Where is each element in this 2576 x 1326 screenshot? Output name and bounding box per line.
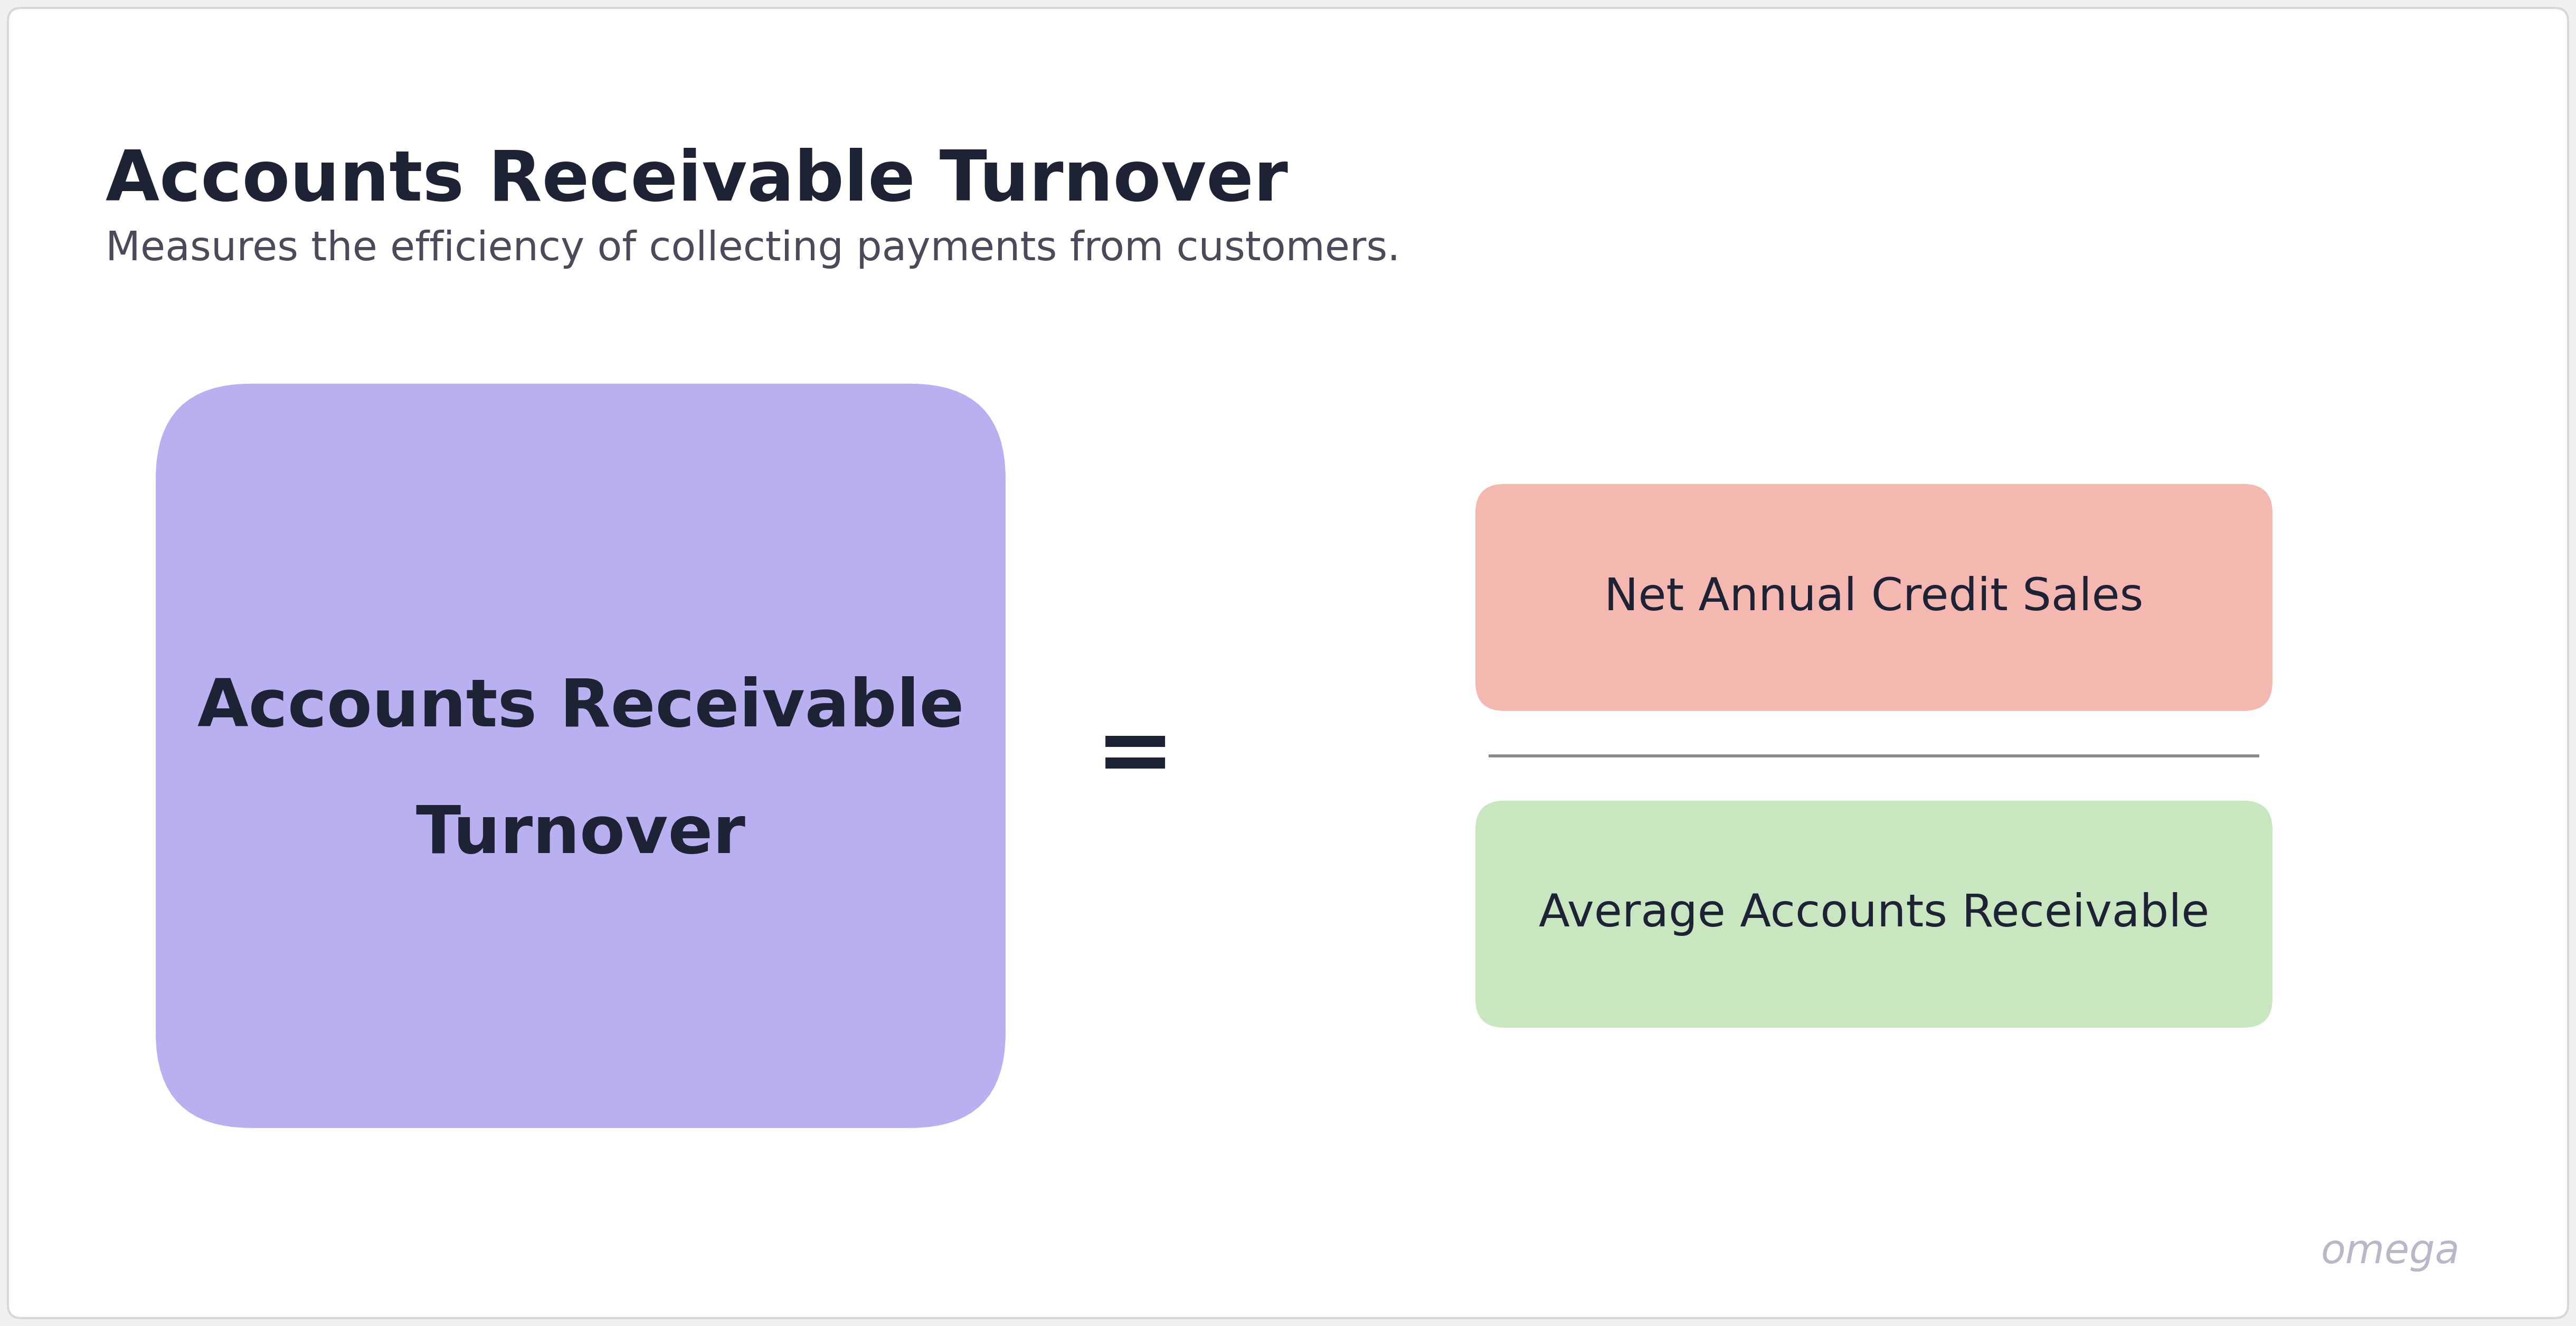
Text: Net Annual Credit Sales: Net Annual Credit Sales xyxy=(1605,575,2143,619)
Text: Measures the efficiency of collecting payments from customers.: Measures the efficiency of collecting pa… xyxy=(106,229,1401,269)
FancyBboxPatch shape xyxy=(8,8,2568,1318)
Text: =: = xyxy=(1095,709,1175,802)
Text: Average Accounts Receivable: Average Accounts Receivable xyxy=(1538,892,2210,936)
Text: Accounts Receivable: Accounts Receivable xyxy=(198,676,963,740)
FancyBboxPatch shape xyxy=(1476,484,2272,711)
FancyBboxPatch shape xyxy=(155,383,1005,1128)
Text: Accounts Receivable Turnover: Accounts Receivable Turnover xyxy=(106,147,1288,215)
Text: Turnover: Turnover xyxy=(415,804,744,867)
Text: omega: omega xyxy=(2321,1233,2460,1272)
FancyBboxPatch shape xyxy=(1476,801,2272,1028)
